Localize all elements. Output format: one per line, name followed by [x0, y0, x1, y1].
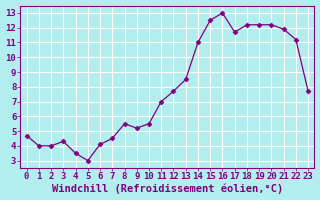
X-axis label: Windchill (Refroidissement éolien,°C): Windchill (Refroidissement éolien,°C) [52, 184, 283, 194]
